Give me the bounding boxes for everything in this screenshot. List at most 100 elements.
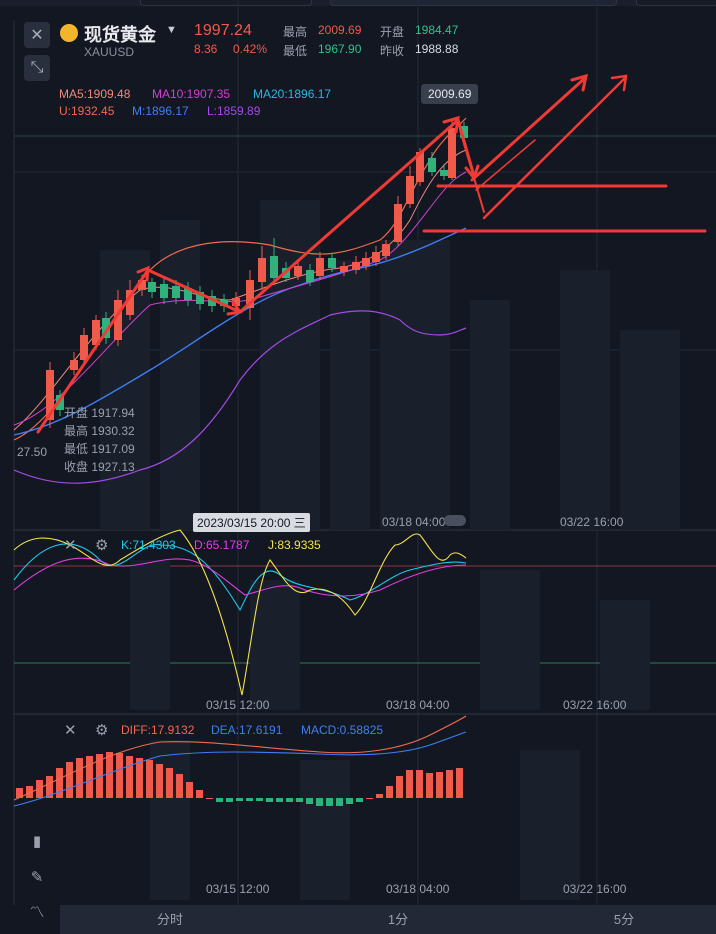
candle-body <box>56 395 64 410</box>
macd-bar <box>336 798 343 806</box>
price-change: 8.36 <box>194 42 218 56</box>
macd-bar <box>306 798 313 804</box>
kdj-k-line <box>13 543 467 612</box>
trend-annotations[interactable] <box>36 73 707 434</box>
candle-body <box>340 266 348 272</box>
boll-mid-line <box>13 227 467 436</box>
ma20-value: MA20:1896.17 <box>253 87 332 101</box>
close-icon: ✕ <box>30 27 44 44</box>
macd-bar <box>286 798 293 802</box>
close-button[interactable]: ✕ <box>24 22 50 48</box>
kdj-j-value: J:83.9335 <box>268 538 321 552</box>
dropdown-icon[interactable]: ▼ <box>166 24 177 36</box>
boll-lower-value: L:1859.89 <box>207 104 261 118</box>
macd-histogram <box>16 752 463 806</box>
candle-body <box>126 290 134 315</box>
tab-intraday[interactable]: 分时 <box>156 912 183 927</box>
ohlc-low: 最低 1917.09 <box>64 442 135 456</box>
macd-bar <box>46 776 53 798</box>
candle-body <box>316 258 324 276</box>
crosshair-time-label: 2023/03/15 20:00 三 <box>193 513 310 532</box>
indicator-icon[interactable]: 〽 <box>29 903 45 921</box>
macd-bar <box>86 756 93 798</box>
collapse-button[interactable]: ⤡ <box>24 55 50 81</box>
tab-5min[interactable]: 5分 <box>613 912 635 927</box>
boll-lower-line <box>13 310 467 484</box>
candle-body <box>148 282 156 292</box>
main-time-label-2: 03/22 16:00 <box>560 515 624 529</box>
macd-time-label-1: 03/15 12:00 <box>206 882 270 896</box>
macd-bar <box>316 798 323 806</box>
macd-bar <box>326 798 333 806</box>
tab-1min[interactable]: 1分 <box>387 912 409 927</box>
boll-upper-value: U:1932.45 <box>59 104 115 118</box>
top-tab-2[interactable] <box>330 0 617 6</box>
macd-dea-value: DEA:17.6191 <box>211 723 283 737</box>
macd-bar <box>356 798 363 802</box>
macd-bar <box>206 798 213 799</box>
main-time-label-1: 03/18 04:00 <box>382 515 446 529</box>
open-label: 开盘 <box>380 25 405 39</box>
background-buildings <box>100 200 680 900</box>
macd-bar <box>146 760 153 798</box>
candle-body <box>172 286 180 298</box>
macd-time-label-3: 03/22 16:00 <box>563 882 627 896</box>
kdj-settings-gear-icon[interactable]: ⚙ <box>95 537 109 554</box>
macd-bar <box>186 782 193 798</box>
macd-close-icon[interactable]: ✕ <box>64 722 77 739</box>
ma10-value: MA10:1907.35 <box>152 87 231 101</box>
pen-icon[interactable]: ✎ <box>30 869 44 886</box>
top-tab-3[interactable] <box>636 0 716 6</box>
ma10-line <box>13 171 467 426</box>
instrument-title[interactable]: 现货黄金 <box>84 25 156 45</box>
candle-body <box>184 288 192 300</box>
macd-bar <box>16 788 23 798</box>
macd-bar <box>106 752 113 798</box>
macd-bar <box>166 768 173 798</box>
macd-bar <box>426 773 433 798</box>
boll-mid-value: M:1896.17 <box>132 104 189 118</box>
ohlc-open: 开盘 1917.94 <box>64 406 135 420</box>
prev-close-label: 昨收 <box>380 44 405 58</box>
kdj-k-value: K:71.4303 <box>121 538 176 552</box>
candle-body <box>394 204 402 242</box>
open-value: 1984.47 <box>415 23 459 37</box>
candle-body <box>246 280 254 308</box>
candle-body <box>270 256 278 278</box>
macd-bar <box>236 798 243 801</box>
candlestick-icon[interactable]: ▮ <box>32 833 42 850</box>
kdj-time-label-1: 03/15 12:00 <box>206 698 270 712</box>
price-change-pct: 0.42% <box>233 42 268 56</box>
last-price: 1997.24 <box>194 22 252 39</box>
macd-settings-gear-icon[interactable]: ⚙ <box>95 722 109 739</box>
macd-bar <box>176 774 183 798</box>
macd-bar <box>246 798 253 801</box>
macd-macd-value: MACD:0.58825 <box>301 723 384 737</box>
top-tab-1[interactable] <box>140 0 312 6</box>
candle-body <box>362 258 370 266</box>
macd-bar <box>36 780 43 798</box>
macd-bar <box>366 798 373 799</box>
macd-bar <box>276 798 283 802</box>
candle-body <box>440 170 448 176</box>
macd-time-label-2: 03/18 04:00 <box>386 882 450 896</box>
ohlc-close: 收盘 1927.13 <box>64 460 135 474</box>
kdj-close-icon[interactable]: ✕ <box>64 537 77 554</box>
candle-body <box>80 335 88 360</box>
macd-diff-line <box>13 715 467 801</box>
candle-body <box>428 158 436 172</box>
ma5-value: MA5:1909.48 <box>59 87 131 101</box>
kdj-j-line <box>13 529 467 696</box>
candle-body <box>208 296 216 306</box>
macd-bar <box>266 798 273 802</box>
candle-body <box>382 244 390 256</box>
candlestick-series <box>46 118 468 428</box>
collapse-icon: ⤡ <box>30 59 44 76</box>
macd-bar <box>56 768 63 798</box>
macd-bar <box>96 754 103 798</box>
macd-dea-line <box>13 731 467 807</box>
scroll-indicator[interactable] <box>444 515 466 526</box>
candle-body <box>114 300 122 340</box>
macd-bar <box>446 770 453 798</box>
